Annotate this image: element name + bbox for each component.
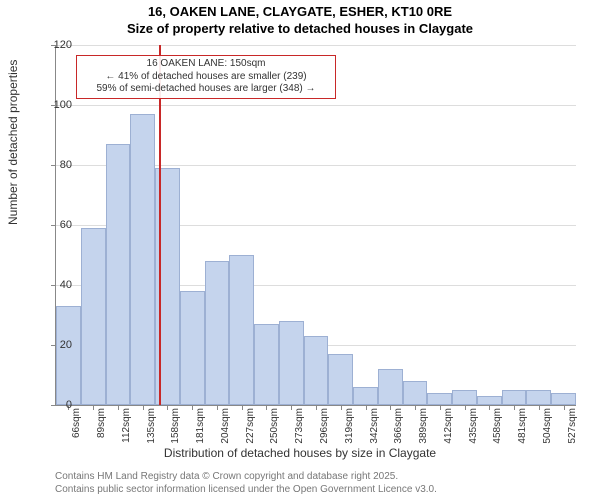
xtick-mark <box>514 405 515 410</box>
xtick-mark <box>440 405 441 410</box>
xtick-mark <box>242 405 243 410</box>
x-axis-label: Distribution of detached houses by size … <box>0 446 600 460</box>
footer-line-1: Contains HM Land Registry data © Crown c… <box>55 471 437 484</box>
histogram-bar <box>427 393 452 405</box>
xtick-mark <box>465 405 466 410</box>
footer-attribution: Contains HM Land Registry data © Crown c… <box>55 471 437 496</box>
histogram-bar <box>205 261 230 405</box>
y-axis-label: Number of detached properties <box>6 60 20 225</box>
gridline <box>56 45 576 46</box>
histogram-bar <box>229 255 254 405</box>
gridline <box>56 105 576 106</box>
xtick-mark <box>266 405 267 410</box>
annotation-line: 59% of semi-detached houses are larger (… <box>81 83 331 96</box>
xtick-mark <box>489 405 490 410</box>
xtick-mark <box>366 405 367 410</box>
annotation-line: ← 41% of detached houses are smaller (23… <box>81 71 331 84</box>
ytick-label: 120 <box>42 39 72 51</box>
histogram-bar <box>180 291 205 405</box>
ytick-label: 0 <box>42 399 72 411</box>
histogram-bar <box>328 354 353 405</box>
xtick-mark <box>316 405 317 410</box>
ytick-label: 60 <box>42 219 72 231</box>
histogram-bar <box>551 393 576 405</box>
xtick-mark <box>217 405 218 410</box>
histogram-bar <box>279 321 304 405</box>
xtick-mark <box>291 405 292 410</box>
xtick-mark <box>192 405 193 410</box>
annotation-box: 16 OAKEN LANE: 150sqm← 41% of detached h… <box>76 55 336 99</box>
xtick-mark <box>539 405 540 410</box>
annotation-line: 16 OAKEN LANE: 150sqm <box>81 58 331 71</box>
histogram-bar <box>403 381 428 405</box>
histogram-bar <box>81 228 106 405</box>
ytick-label: 40 <box>42 279 72 291</box>
xtick-mark <box>167 405 168 410</box>
histogram-bar <box>254 324 279 405</box>
histogram-bar <box>56 306 81 405</box>
histogram-bar <box>353 387 378 405</box>
histogram-bar <box>130 114 155 405</box>
histogram-bar <box>477 396 502 405</box>
xtick-mark <box>118 405 119 410</box>
xtick-mark <box>415 405 416 410</box>
xtick-mark <box>341 405 342 410</box>
ytick-label: 20 <box>42 339 72 351</box>
histogram-bar <box>304 336 329 405</box>
xtick-mark <box>93 405 94 410</box>
histogram-bar <box>106 144 131 405</box>
footer-line-2: Contains public sector information licen… <box>55 484 437 497</box>
property-marker-line <box>159 45 161 405</box>
chart-title-address: 16, OAKEN LANE, CLAYGATE, ESHER, KT10 0R… <box>0 4 600 21</box>
chart-title-subtitle: Size of property relative to detached ho… <box>0 21 600 38</box>
histogram-bar <box>502 390 527 405</box>
chart-title-block: 16, OAKEN LANE, CLAYGATE, ESHER, KT10 0R… <box>0 0 600 38</box>
ytick-label: 100 <box>42 99 72 111</box>
xtick-mark <box>390 405 391 410</box>
ytick-label: 80 <box>42 159 72 171</box>
histogram-bar <box>526 390 551 405</box>
histogram-bar <box>378 369 403 405</box>
histogram-bar <box>452 390 477 405</box>
xtick-mark <box>564 405 565 410</box>
chart-plot-area: 66sqm89sqm112sqm135sqm158sqm181sqm204sqm… <box>55 45 576 406</box>
xtick-mark <box>143 405 144 410</box>
